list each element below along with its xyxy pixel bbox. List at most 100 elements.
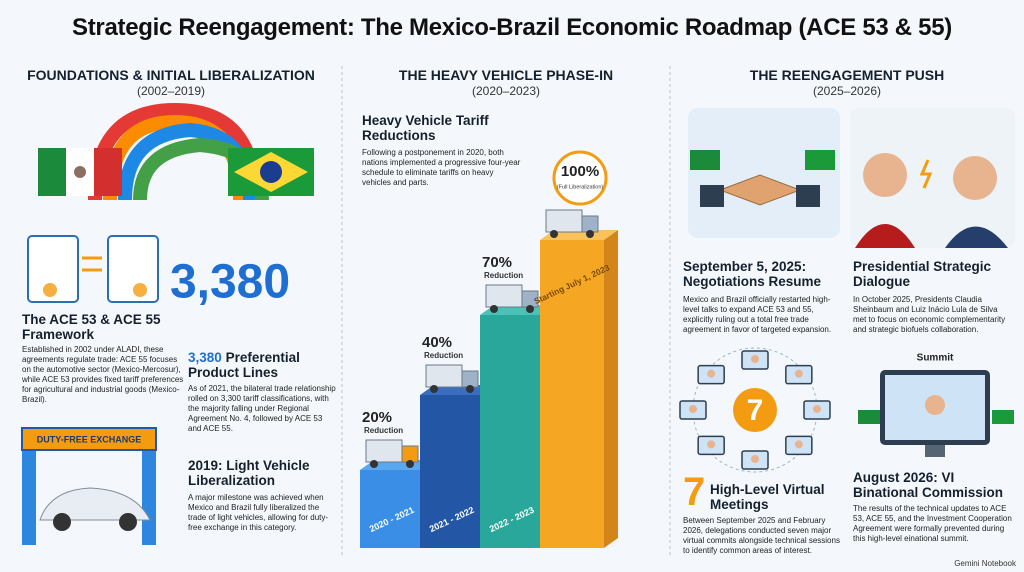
footer: Gemini Notebook xyxy=(954,559,1017,568)
truck-box xyxy=(365,439,403,463)
sleeve xyxy=(796,185,820,207)
truck-box xyxy=(485,284,523,308)
gate-sign-text: DUTY-FREE EXCHANGE xyxy=(37,434,142,444)
flag-emblem xyxy=(74,166,86,178)
item-body: In October 2025, Presidents Claudia Shei… xyxy=(853,295,1006,334)
item-body: As of 2021, the bilateral trade relation… xyxy=(188,384,336,433)
step-front xyxy=(540,240,604,548)
car xyxy=(39,487,151,521)
documents-icon xyxy=(27,235,159,303)
item-title: High-Level Virtual Meetings xyxy=(710,482,825,512)
seal xyxy=(133,283,147,297)
flag-stripe xyxy=(38,148,66,196)
step-percent: 100% xyxy=(561,163,599,180)
truck-wheel xyxy=(406,460,414,468)
truck-wheel xyxy=(466,385,474,393)
truck-wheel xyxy=(526,305,534,313)
step-percent: 40% xyxy=(422,334,452,351)
truck-wheel xyxy=(550,230,558,238)
meetings-illustration xyxy=(679,347,831,473)
step-label: Reduction xyxy=(424,351,463,360)
item-title: August 2026: VI Binational Commission xyxy=(853,470,1004,500)
flag xyxy=(690,150,720,170)
meeting-count: 7 xyxy=(683,470,706,514)
flag xyxy=(805,150,835,170)
title-text: Preferential Product Lines xyxy=(188,350,300,380)
flag xyxy=(858,410,880,424)
duty-free-gate xyxy=(21,427,157,545)
item-title: Heavy Vehicle Tariff Reductions xyxy=(362,113,489,143)
page-title: Strategic Reengagement: The Mexico-Brazi… xyxy=(72,14,952,41)
wheel xyxy=(53,513,71,531)
item-title: 2019: Light Vehicle Liberalization xyxy=(188,458,310,488)
head xyxy=(925,395,945,415)
head xyxy=(863,153,907,197)
handshake-illustration xyxy=(688,108,840,238)
center xyxy=(733,388,777,432)
section-heading: THE REENGAGEMENT PUSH xyxy=(749,67,945,83)
section-heading: THE HEAVY VEHICLE PHASE-IN xyxy=(398,67,614,83)
document xyxy=(107,235,159,303)
gate-sign xyxy=(21,427,157,451)
step-label: (Full Liberalization) xyxy=(557,184,604,190)
truck-cab xyxy=(581,215,599,233)
section-period: (2020–2023) xyxy=(471,84,541,98)
step-percent: 20% xyxy=(362,409,392,426)
step-label: Reduction xyxy=(364,426,403,435)
gate-post xyxy=(22,440,36,545)
body xyxy=(945,226,1008,248)
truck-cab xyxy=(461,370,479,388)
summit-label: Summit xyxy=(917,353,954,364)
gate-post xyxy=(142,440,156,545)
truck-wheel xyxy=(430,385,438,393)
badge xyxy=(552,150,608,206)
body xyxy=(855,224,915,248)
truck-wheel xyxy=(586,230,594,238)
step-percent: 70% xyxy=(482,254,512,271)
participant xyxy=(751,355,759,363)
participant xyxy=(813,405,821,413)
document xyxy=(27,235,79,303)
section-period: (2002–2019) xyxy=(136,84,206,98)
truck-wheel xyxy=(370,460,378,468)
item-body: A major milestone was achieved when Mexi… xyxy=(188,493,329,532)
presidents-illustration xyxy=(850,108,1015,248)
step-side xyxy=(604,230,618,548)
participant xyxy=(707,369,716,378)
item-title: The ACE 53 & ACE 55 Framework xyxy=(22,312,161,342)
truck-wheel xyxy=(490,305,498,313)
step-front xyxy=(480,315,544,548)
exchange-arrows xyxy=(82,256,102,272)
participant xyxy=(707,440,716,449)
seal xyxy=(43,283,57,297)
participant xyxy=(689,405,697,413)
truck-box xyxy=(545,209,583,233)
truck-cab xyxy=(401,445,419,463)
item-body: The results of the technical updates to … xyxy=(853,504,1012,543)
panel xyxy=(850,108,1015,248)
meeting-count-icon: 7 xyxy=(747,394,764,427)
step-label: Reduction xyxy=(484,271,523,280)
stand xyxy=(925,445,945,457)
item-body: Following a postponement in 2020, both n… xyxy=(362,148,521,187)
section-period: (2025–2026) xyxy=(812,84,882,98)
item-title: September 5, 2025: Negotiations Resume xyxy=(683,259,822,289)
participant xyxy=(794,369,803,378)
flag-stripe xyxy=(94,148,122,196)
step-front xyxy=(360,470,424,548)
title-number: 3,380 xyxy=(188,350,222,365)
sleeve xyxy=(700,185,724,207)
wheel xyxy=(119,513,137,531)
step-front xyxy=(420,395,484,548)
item-body: Between September 2025 and February 2026… xyxy=(683,516,840,555)
flag xyxy=(992,410,1014,424)
big-number: 3,380 xyxy=(170,256,290,309)
item-body: Established in 2002 under ALADI, these a… xyxy=(22,345,184,404)
participant xyxy=(751,455,759,463)
item-body: Mexico and Brazil officially restarted h… xyxy=(683,295,832,334)
summit-illustration xyxy=(858,370,1014,457)
panel xyxy=(688,108,840,238)
